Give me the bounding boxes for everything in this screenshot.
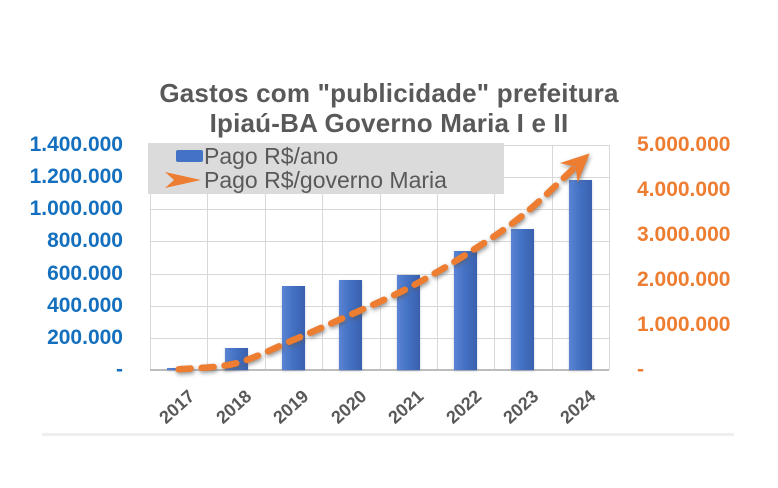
chart-title: Gastos com "publicidade" prefeitura Ipia… bbox=[0, 78, 778, 138]
bar bbox=[224, 348, 248, 370]
bar bbox=[511, 228, 535, 370]
legend-bar-swatch bbox=[148, 150, 204, 162]
y-axis-left-tick-label: 200.000 bbox=[47, 325, 123, 349]
legend-label-bars: Pago R$/ano bbox=[204, 143, 339, 169]
legend-line-swatch bbox=[148, 169, 204, 191]
bottom-faint-band bbox=[42, 433, 734, 436]
vertical-gridline bbox=[609, 145, 610, 370]
y-axis-left-tick-label: 1.400.000 bbox=[29, 133, 123, 156]
y-axis-right-tick-label: 2.000.000 bbox=[637, 268, 731, 291]
legend-row-bars: Pago R$/ano bbox=[148, 144, 504, 168]
y-axis-left-tick-label: - bbox=[116, 358, 123, 381]
y-axis-right-tick-label: 1.000.000 bbox=[637, 313, 731, 336]
vertical-gridline bbox=[150, 145, 151, 370]
bar bbox=[281, 286, 305, 370]
y-axis-right-tick-label: - bbox=[637, 358, 644, 381]
legend-row-line: Pago R$/governo Maria bbox=[148, 168, 504, 192]
y-axis-right-tick-label: 4.000.000 bbox=[637, 178, 731, 201]
y-axis-left-tick-label: 400.000 bbox=[47, 293, 123, 317]
bar bbox=[568, 180, 592, 370]
y-axis-left-tick-label: 1.000.000 bbox=[29, 197, 123, 221]
bar bbox=[339, 280, 363, 370]
vertical-gridline bbox=[551, 145, 553, 370]
chart-title-line1: Gastos com "publicidade" prefeitura bbox=[159, 78, 619, 108]
arrow-icon bbox=[165, 172, 201, 188]
x-axis-line bbox=[150, 369, 609, 371]
bar-swatch-icon bbox=[176, 150, 203, 162]
y-axis-left-tick-label: 800.000 bbox=[47, 229, 123, 253]
legend-label-line: Pago R$/governo Maria bbox=[204, 167, 447, 193]
bar bbox=[396, 275, 420, 370]
bar bbox=[167, 367, 191, 370]
y-axis-left-tick-label: 1.200.000 bbox=[29, 165, 123, 189]
y-axis-right-tick-label: 3.000.000 bbox=[637, 223, 731, 246]
legend-box: Pago R$/ano Pago R$/governo Maria bbox=[148, 143, 504, 194]
chart-title-line2: Ipiaú-BA Governo Maria I e II bbox=[209, 108, 569, 138]
y-axis-left-tick-label: 600.000 bbox=[47, 261, 123, 285]
y-axis-right-tick-label: 5.000.000 bbox=[637, 133, 731, 156]
bar bbox=[454, 251, 478, 370]
